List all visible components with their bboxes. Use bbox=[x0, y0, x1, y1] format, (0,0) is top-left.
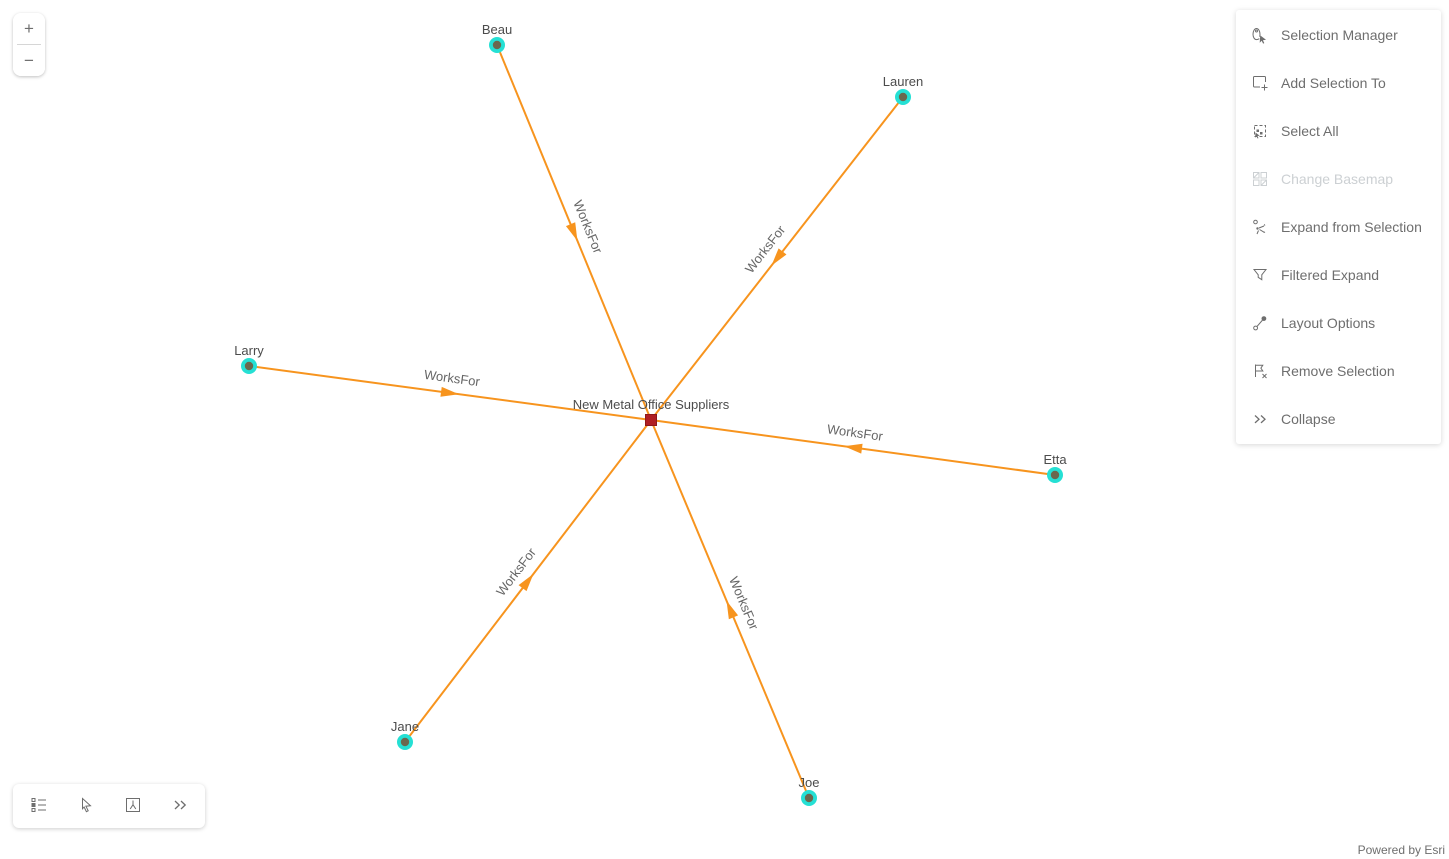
center-entity-node-label: New Metal Office Suppliers bbox=[573, 397, 730, 412]
filtered-expand-icon bbox=[1251, 266, 1269, 284]
menu-item-label: Remove Selection bbox=[1281, 363, 1395, 379]
edge-arrowhead bbox=[771, 248, 787, 266]
menu-item-filtered-expand[interactable]: Filtered Expand bbox=[1236, 251, 1441, 299]
edge-arrowhead bbox=[565, 222, 578, 241]
esri-attribution: Powered by Esri bbox=[1357, 843, 1445, 857]
menu-item-label: Select All bbox=[1281, 123, 1339, 139]
context-menu-panel: Selection Manager Add Selection To Select … bbox=[1236, 10, 1441, 444]
zoom-divider bbox=[17, 44, 41, 45]
layout-options-icon bbox=[1251, 314, 1269, 332]
layer-list-button[interactable] bbox=[15, 784, 62, 828]
menu-item-label: Expand from Selection bbox=[1281, 219, 1422, 235]
legend-list-icon bbox=[29, 795, 49, 818]
edge-label: WorksFor bbox=[826, 421, 884, 444]
more-tools-button[interactable] bbox=[156, 784, 203, 828]
edge-arrowhead bbox=[518, 573, 534, 592]
menu-item-layout-options[interactable]: Layout Options bbox=[1236, 299, 1441, 347]
remove-selection-icon bbox=[1251, 362, 1269, 380]
menu-item-label: Change Basemap bbox=[1281, 171, 1394, 187]
edge-arrowhead bbox=[726, 600, 739, 620]
entity-node[interactable] bbox=[804, 793, 814, 803]
menu-item-change-basemap: Change Basemap bbox=[1236, 155, 1441, 203]
edge-label: WorksFor bbox=[493, 545, 539, 599]
edge-label: WorksFor bbox=[726, 574, 762, 632]
zoom-in-button[interactable]: + bbox=[13, 13, 45, 44]
pointer-icon bbox=[76, 795, 96, 818]
menu-item-selection-manager[interactable]: Selection Manager bbox=[1236, 11, 1441, 59]
menu-item-label: Filtered Expand bbox=[1281, 267, 1380, 283]
select-all-icon bbox=[1251, 122, 1269, 140]
entity-node-label: Larry bbox=[234, 343, 264, 358]
edge-arrowhead bbox=[844, 443, 863, 454]
entity-node-label: Lauren bbox=[883, 74, 923, 89]
menu-item-collapse[interactable]: Collapse bbox=[1236, 395, 1441, 443]
change-basemap-icon bbox=[1251, 170, 1269, 188]
edge-label: WorksFor bbox=[423, 367, 481, 389]
expand-from-selection-icon bbox=[1251, 218, 1269, 236]
edge-label: WorksFor bbox=[742, 222, 789, 276]
menu-item-label: Layout Options bbox=[1281, 315, 1376, 331]
menu-item-add-selection-to[interactable]: Add Selection To bbox=[1236, 59, 1441, 107]
entity-node[interactable] bbox=[898, 92, 908, 102]
link-chart-tool-button[interactable] bbox=[109, 784, 156, 828]
menu-item-label: Selection Manager bbox=[1281, 27, 1398, 43]
menu-item-remove-selection[interactable]: Remove Selection bbox=[1236, 347, 1441, 395]
add-selection-to-icon bbox=[1251, 74, 1269, 92]
edge-arrowhead bbox=[440, 386, 459, 397]
zoom-out-button[interactable]: − bbox=[13, 45, 45, 76]
entity-node-label: Joe bbox=[799, 775, 820, 790]
zoom-control: + − bbox=[13, 13, 45, 76]
entity-node-label: Jane bbox=[391, 719, 419, 734]
menu-item-expand-from-selection[interactable]: Expand from Selection bbox=[1236, 203, 1441, 251]
entity-node[interactable] bbox=[400, 737, 410, 747]
entity-node[interactable] bbox=[492, 40, 502, 50]
entity-node-label: Beau bbox=[482, 22, 512, 37]
menu-item-select-all[interactable]: Select All bbox=[1236, 107, 1441, 155]
entity-node-label: Etta bbox=[1043, 452, 1067, 467]
entity-node[interactable] bbox=[244, 361, 254, 371]
collapse-icon bbox=[1251, 410, 1269, 428]
bottom-toolbar bbox=[13, 784, 205, 828]
double-chevron-icon bbox=[170, 795, 190, 818]
entity-node[interactable] bbox=[1050, 470, 1060, 480]
pointer-tool-button[interactable] bbox=[62, 784, 109, 828]
center-entity-node[interactable] bbox=[645, 414, 657, 426]
menu-item-label: Collapse bbox=[1281, 411, 1336, 427]
menu-item-label: Add Selection To bbox=[1281, 75, 1386, 91]
selection-manager-icon bbox=[1251, 26, 1269, 44]
link-chart-icon bbox=[123, 795, 143, 818]
